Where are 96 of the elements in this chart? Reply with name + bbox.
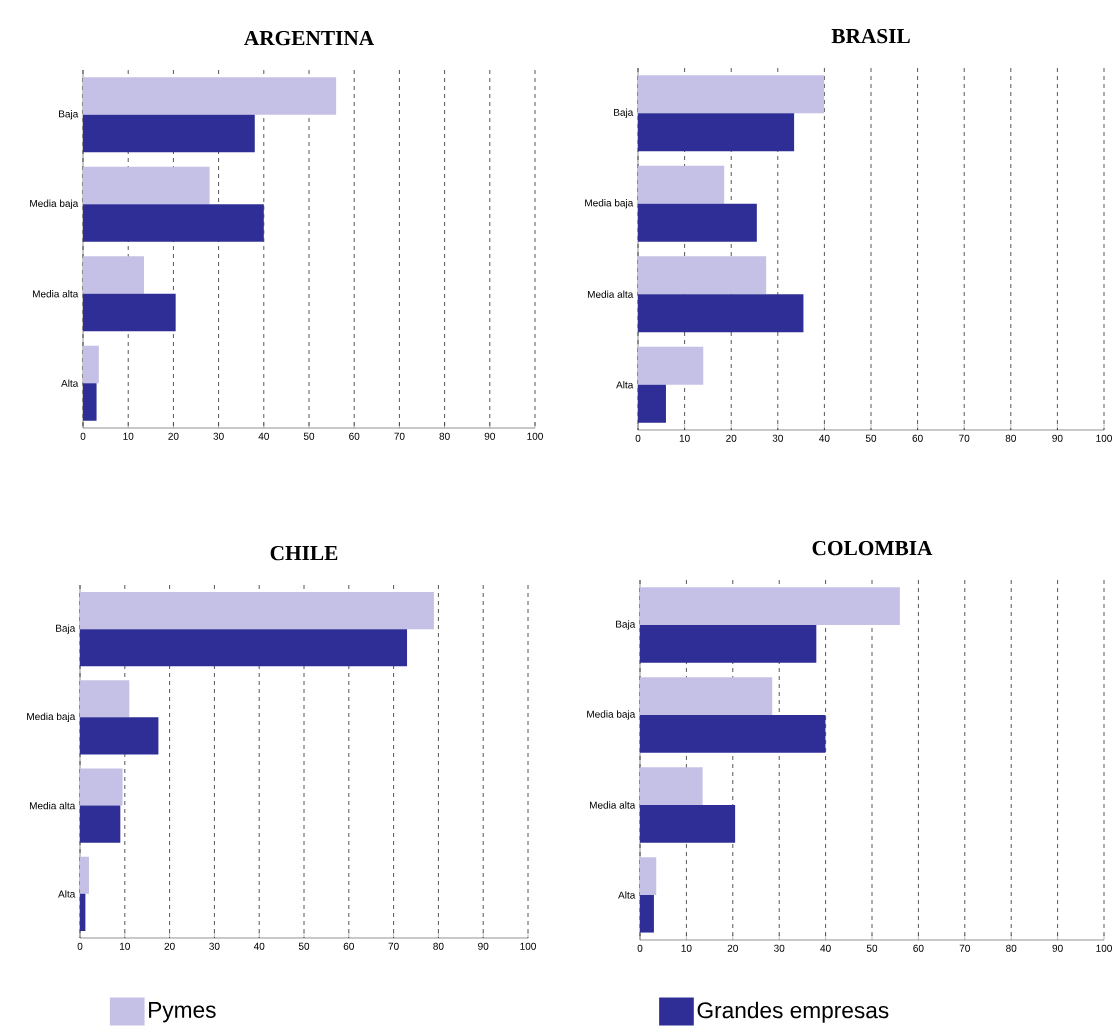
- x-tick-label: 0: [77, 942, 83, 950]
- x-tick-label: 100: [1096, 944, 1112, 952]
- bar: [83, 293, 176, 332]
- x-tick-label: 50: [303, 432, 315, 440]
- bar: [80, 591, 434, 630]
- y-tick-label: Baja: [616, 620, 636, 630]
- x-tick-label: 20: [164, 942, 175, 950]
- x-tick-label: 90: [484, 432, 495, 440]
- x-tick-label: 0: [637, 944, 643, 952]
- x-tick-label: 20: [727, 944, 738, 952]
- x-tick-label: 10: [120, 942, 130, 950]
- x-tick-label: 30: [213, 432, 224, 440]
- x-tick-label: 70: [959, 434, 970, 442]
- x-tick-label: 50: [866, 944, 878, 952]
- bar: [83, 345, 99, 384]
- chart-title: COLOMBIA: [812, 540, 933, 556]
- bar: [640, 804, 736, 843]
- bar: [640, 624, 817, 663]
- x-tick-label: 30: [772, 434, 783, 442]
- bar: [638, 346, 704, 385]
- y-tick-label: Media baja: [27, 712, 76, 722]
- chart-title: CHILE: [270, 545, 338, 561]
- x-tick-label: 50: [865, 434, 877, 442]
- bar: [638, 256, 767, 295]
- y-tick-label: Media alta: [589, 801, 636, 809]
- x-tick-label: 70: [388, 942, 399, 950]
- bar: [640, 587, 900, 625]
- bar: [80, 629, 408, 667]
- bar: [638, 203, 757, 242]
- bar: [83, 77, 337, 115]
- y-tick-label: Alta: [58, 890, 76, 898]
- bar: [638, 384, 666, 423]
- x-tick-label: 100: [527, 432, 543, 440]
- x-tick-label: 80: [433, 942, 444, 950]
- x-tick-label: 80: [439, 432, 450, 440]
- bar: [83, 204, 264, 242]
- y-tick-label: Media alta: [29, 801, 76, 810]
- bar: [640, 767, 703, 805]
- x-tick-label: 40: [820, 944, 831, 952]
- chart-title: ARGENTINA: [244, 30, 375, 46]
- legend-label: Grandes empresas: [697, 1001, 889, 1023]
- x-tick-label: 100: [520, 942, 536, 950]
- bar: [80, 717, 159, 755]
- x-tick-label: 40: [819, 434, 830, 442]
- bar: [80, 805, 121, 843]
- legend-label: Pymes: [149, 1001, 216, 1023]
- bar: [640, 857, 657, 895]
- x-tick-label: 60: [349, 432, 360, 440]
- x-tick-label: 40: [253, 942, 265, 950]
- x-tick-label: 0: [635, 434, 641, 442]
- bar: [638, 165, 725, 204]
- y-tick-label: Alta: [61, 379, 79, 387]
- x-tick-label: 80: [1005, 434, 1016, 442]
- x-tick-label: 10: [679, 434, 690, 442]
- y-tick-label: Baja: [59, 110, 79, 120]
- y-tick-label: Baja: [56, 624, 76, 634]
- bar: [638, 75, 825, 114]
- bar: [640, 677, 773, 715]
- x-tick-label: 40: [258, 432, 269, 440]
- y-tick-label: Media baja: [30, 199, 79, 209]
- x-tick-label: 0: [80, 432, 86, 440]
- x-tick-label: 50: [298, 942, 310, 950]
- x-tick-label: 20: [168, 432, 179, 440]
- x-tick-label: 30: [774, 944, 785, 952]
- x-tick-label: 100: [1096, 434, 1112, 442]
- x-tick-label: 70: [394, 432, 405, 440]
- bar: [640, 714, 826, 753]
- x-tick-label: 10: [123, 432, 134, 440]
- y-tick-label: Media baja: [585, 199, 634, 209]
- chart-title: BRASIL: [831, 28, 910, 44]
- y-tick-label: Baja: [614, 108, 634, 118]
- x-tick-label: 90: [1052, 944, 1063, 952]
- bar: [640, 894, 654, 933]
- x-tick-label: 60: [343, 942, 354, 950]
- x-tick-label: 60: [913, 944, 924, 952]
- bar: [638, 113, 795, 152]
- bar: [80, 768, 123, 806]
- y-tick-label: Alta: [618, 891, 636, 899]
- bar: [83, 383, 97, 421]
- y-tick-label: Media baja: [587, 710, 636, 720]
- bar: [83, 166, 210, 205]
- bar: [80, 680, 130, 718]
- bar: [638, 294, 804, 333]
- bar: [83, 114, 255, 153]
- x-tick-label: 80: [1006, 944, 1017, 952]
- x-tick-label: 90: [478, 942, 489, 950]
- x-tick-label: 20: [726, 434, 737, 442]
- x-tick-label: 90: [1052, 434, 1063, 442]
- x-tick-label: 30: [209, 942, 220, 950]
- y-tick-label: Media alta: [32, 290, 79, 298]
- y-tick-label: Media alta: [587, 290, 634, 298]
- x-tick-label: 60: [912, 434, 923, 442]
- bar: [83, 256, 145, 294]
- y-tick-label: Alta: [616, 380, 634, 389]
- x-tick-label: 70: [959, 944, 970, 952]
- x-tick-label: 10: [681, 944, 692, 952]
